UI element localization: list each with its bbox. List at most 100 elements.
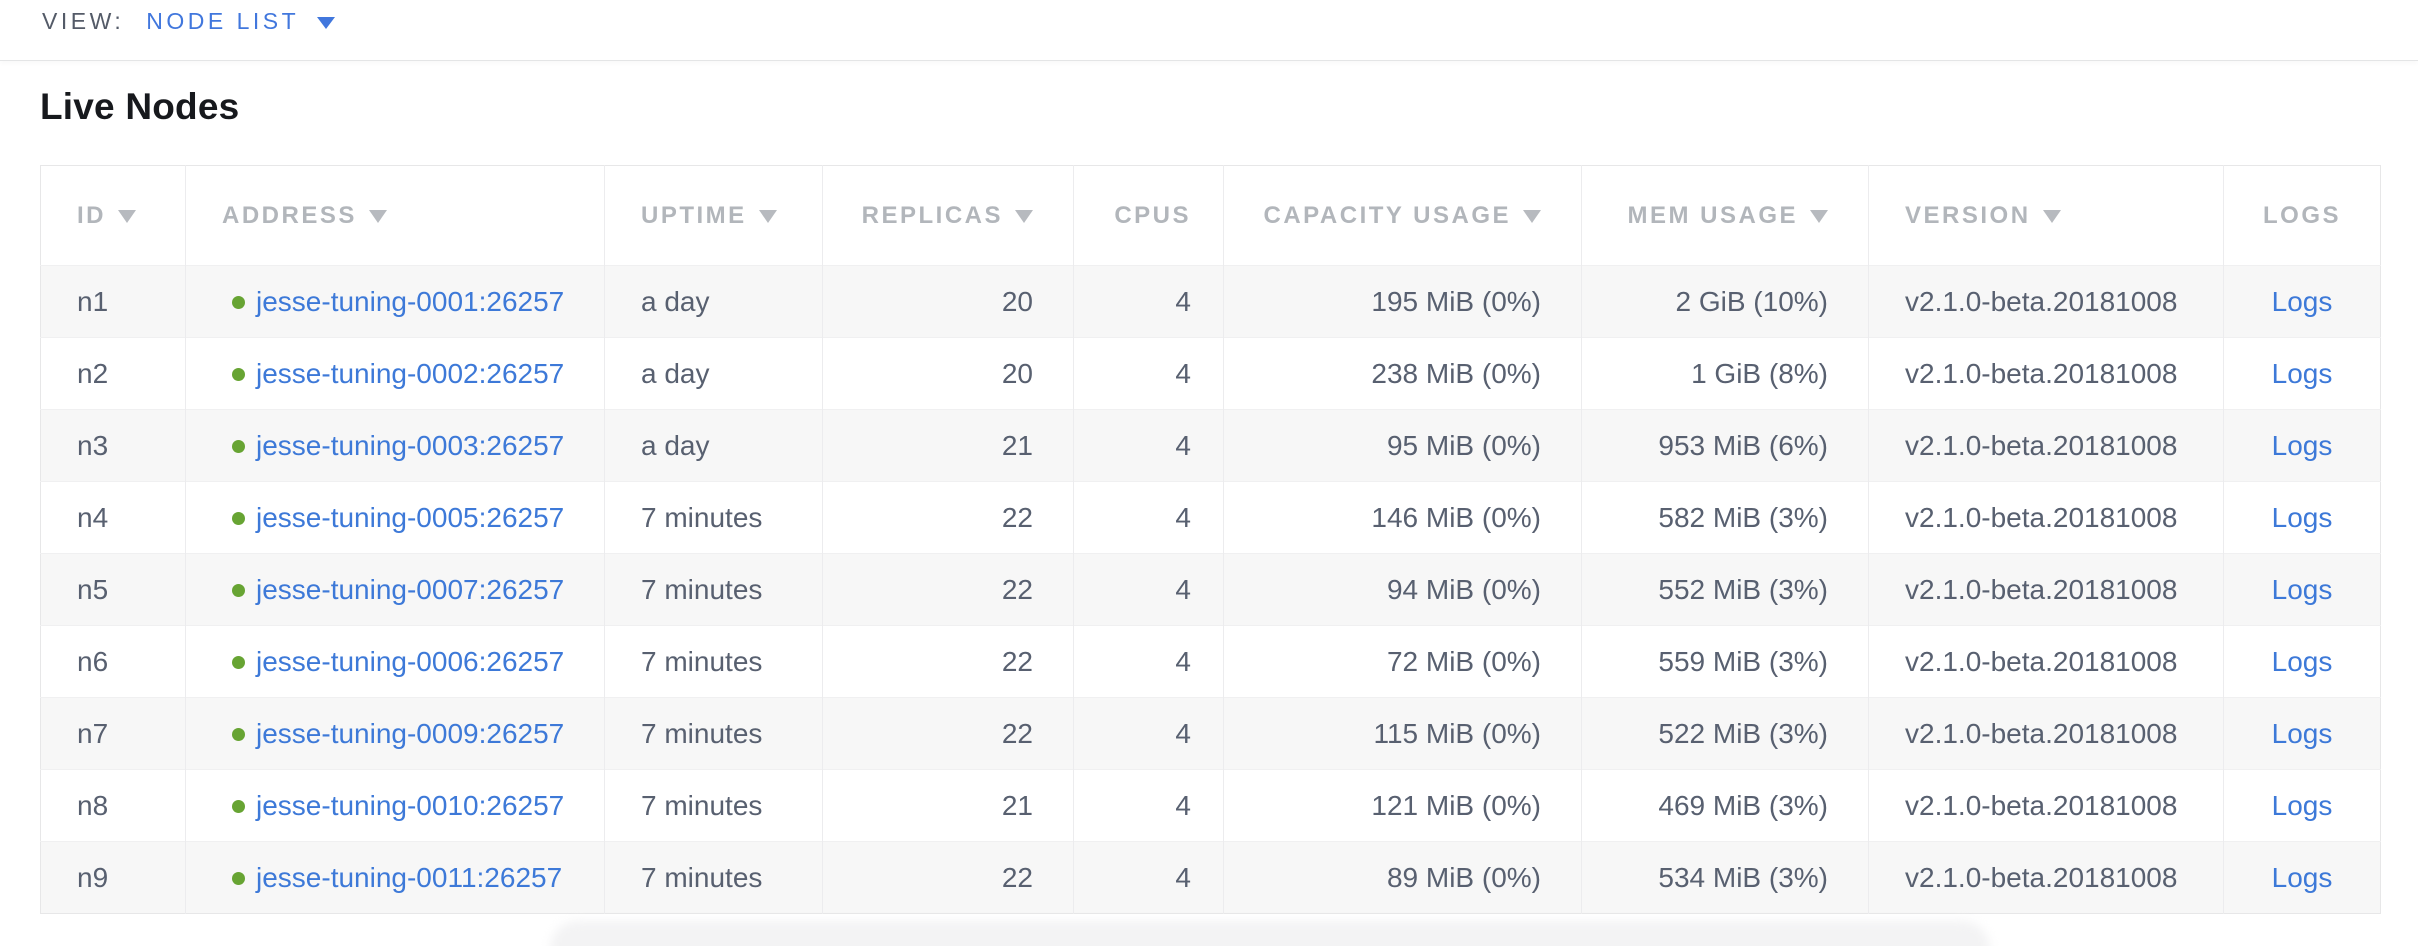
node-id-cell: n7 [40, 697, 186, 770]
node-id-cell: n4 [40, 481, 186, 554]
node-address-link[interactable]: jesse-tuning-0009:26257 [256, 717, 565, 749]
column-header-label: LOGS [2262, 201, 2341, 229]
node-id-cell: n5 [40, 553, 186, 626]
node-logs-cell: Logs [2223, 697, 2381, 770]
node-mem-cell: 552 MiB (3%) [1581, 553, 1869, 626]
node-capacity-cell: 95 MiB (0%) [1223, 409, 1582, 482]
node-uptime-cell: 7 minutes [604, 481, 823, 554]
node-version-cell: v2.1.0-beta.20181008 [1868, 481, 2224, 554]
live-status-icon [232, 439, 245, 453]
column-header-id[interactable]: ID [40, 165, 186, 266]
node-id-cell: n8 [40, 769, 186, 842]
node-mem-cell: 534 MiB (3%) [1581, 841, 1869, 914]
node-address-cell: jesse-tuning-0011:26257 [185, 841, 605, 914]
page-title: Live Nodes [40, 86, 240, 127]
node-address-link[interactable]: jesse-tuning-0001:26257 [256, 285, 565, 317]
column-header-capacity[interactable]: CAPACITY USAGE [1223, 165, 1582, 266]
view-selector-dropdown[interactable]: NODE LIST [146, 7, 336, 35]
logs-link[interactable]: Logs [2271, 285, 2333, 317]
node-address-link[interactable]: jesse-tuning-0003:26257 [256, 429, 565, 461]
node-capacity-cell: 121 MiB (0%) [1223, 769, 1582, 842]
node-mem-cell: 953 MiB (6%) [1581, 409, 1869, 482]
node-address-link[interactable]: jesse-tuning-0010:26257 [256, 789, 565, 821]
logs-link[interactable]: Logs [2271, 573, 2333, 605]
node-id-cell: n1 [40, 265, 186, 338]
node-uptime-cell: 7 minutes [604, 769, 823, 842]
node-address-link[interactable]: jesse-tuning-0002:26257 [256, 357, 565, 389]
sort-desc-icon [1810, 209, 1828, 223]
sort-desc-icon [368, 209, 387, 223]
node-uptime-cell: 7 minutes [604, 625, 823, 698]
node-logs-cell: Logs [2223, 769, 2381, 842]
node-mem-cell: 2 GiB (10%) [1581, 265, 1869, 338]
node-version-cell: v2.1.0-beta.20181008 [1868, 697, 2224, 770]
node-logs-cell: Logs [2223, 481, 2381, 554]
live-status-icon [232, 655, 245, 669]
sort-desc-icon [758, 209, 777, 223]
node-row-n2: n2 jesse-tuning-0002:26257 a day 20 4 238 MiB… [40, 337, 2381, 410]
logs-link[interactable]: Logs [2271, 501, 2333, 533]
node-row-n7: n7 jesse-tuning-0009:26257 7 minutes 22 4 115… [40, 697, 2381, 770]
node-id-cell: n6 [40, 625, 186, 698]
node-mem-cell: 1 GiB (8%) [1581, 337, 1869, 410]
logs-link[interactable]: Logs [2271, 429, 2333, 461]
column-header-version[interactable]: VERSION [1868, 165, 2224, 266]
logs-link[interactable]: Logs [2271, 357, 2333, 389]
node-cpus-cell: 4 [1073, 841, 1224, 914]
column-header-uptime[interactable]: UPTIME [604, 165, 823, 266]
node-address-cell: jesse-tuning-0002:26257 [185, 337, 605, 410]
column-header-mem[interactable]: MEM USAGE [1581, 165, 1869, 266]
logs-link[interactable]: Logs [2271, 645, 2333, 677]
node-id-cell: n2 [40, 337, 186, 410]
logs-link[interactable]: Logs [2271, 717, 2333, 749]
node-cpus-cell: 4 [1073, 769, 1224, 842]
node-id-cell: n9 [40, 841, 186, 914]
view-selected-value: NODE LIST [146, 7, 300, 34]
node-cpus-cell: 4 [1073, 553, 1224, 626]
column-header-label: ID [77, 201, 106, 229]
node-version-cell: v2.1.0-beta.20181008 [1868, 841, 2224, 914]
node-row-n8: n8 jesse-tuning-0010:26257 7 minutes 21 4 121… [40, 769, 2381, 842]
live-status-icon [232, 511, 245, 525]
column-header-replicas[interactable]: REPLICAS [822, 165, 1074, 266]
node-cpus-cell: 4 [1073, 409, 1224, 482]
live-status-icon [232, 583, 245, 597]
node-address-cell: jesse-tuning-0009:26257 [185, 697, 605, 770]
node-replicas-cell: 22 [822, 625, 1074, 698]
column-header-logs: LOGS [2223, 165, 2381, 266]
node-address-cell: jesse-tuning-0006:26257 [185, 625, 605, 698]
node-row-n5: n5 jesse-tuning-0007:26257 7 minutes 22 4 94 … [40, 553, 2381, 626]
column-header-label: ADDRESS [222, 201, 357, 229]
view-label: VIEW: [42, 7, 125, 34]
node-logs-cell: Logs [2223, 553, 2381, 626]
node-cpus-cell: 4 [1073, 337, 1224, 410]
node-uptime-cell: a day [604, 337, 823, 410]
node-address-link[interactable]: jesse-tuning-0011:26257 [256, 861, 563, 893]
node-cpus-cell: 4 [1073, 625, 1224, 698]
node-cpus-cell: 4 [1073, 481, 1224, 554]
node-version-cell: v2.1.0-beta.20181008 [1868, 625, 2224, 698]
node-row-n9: n9 jesse-tuning-0011:26257 7 minutes 22 4 89 … [40, 841, 2381, 914]
node-address-cell: jesse-tuning-0007:26257 [185, 553, 605, 626]
column-header-address[interactable]: ADDRESS [185, 165, 605, 266]
node-row-n4: n4 jesse-tuning-0005:26257 7 minutes 22 4 146… [40, 481, 2381, 554]
live-status-icon [232, 727, 245, 741]
logs-link[interactable]: Logs [2271, 789, 2333, 821]
node-address-link[interactable]: jesse-tuning-0005:26257 [256, 501, 565, 533]
chevron-down-icon [317, 16, 336, 29]
node-mem-cell: 469 MiB (3%) [1581, 769, 1869, 842]
node-address-link[interactable]: jesse-tuning-0007:26257 [256, 573, 565, 605]
node-cpus-cell: 4 [1073, 697, 1224, 770]
node-uptime-cell: 7 minutes [604, 553, 823, 626]
node-mem-cell: 559 MiB (3%) [1581, 625, 1869, 698]
node-address-link[interactable]: jesse-tuning-0006:26257 [256, 645, 565, 677]
live-status-icon [232, 367, 245, 381]
view-bar: VIEW: NODE LIST [0, 0, 2418, 61]
logs-link[interactable]: Logs [2271, 861, 2333, 893]
node-cpus-cell: 4 [1073, 265, 1224, 338]
column-header-label: VERSION [1905, 201, 2031, 229]
node-capacity-cell: 115 MiB (0%) [1223, 697, 1582, 770]
node-address-cell: jesse-tuning-0003:26257 [185, 409, 605, 482]
table-body: n1 jesse-tuning-0001:26257 a day 20 4 195 MiB… [40, 265, 2381, 914]
column-header-cpus: CPUS [1073, 165, 1224, 266]
